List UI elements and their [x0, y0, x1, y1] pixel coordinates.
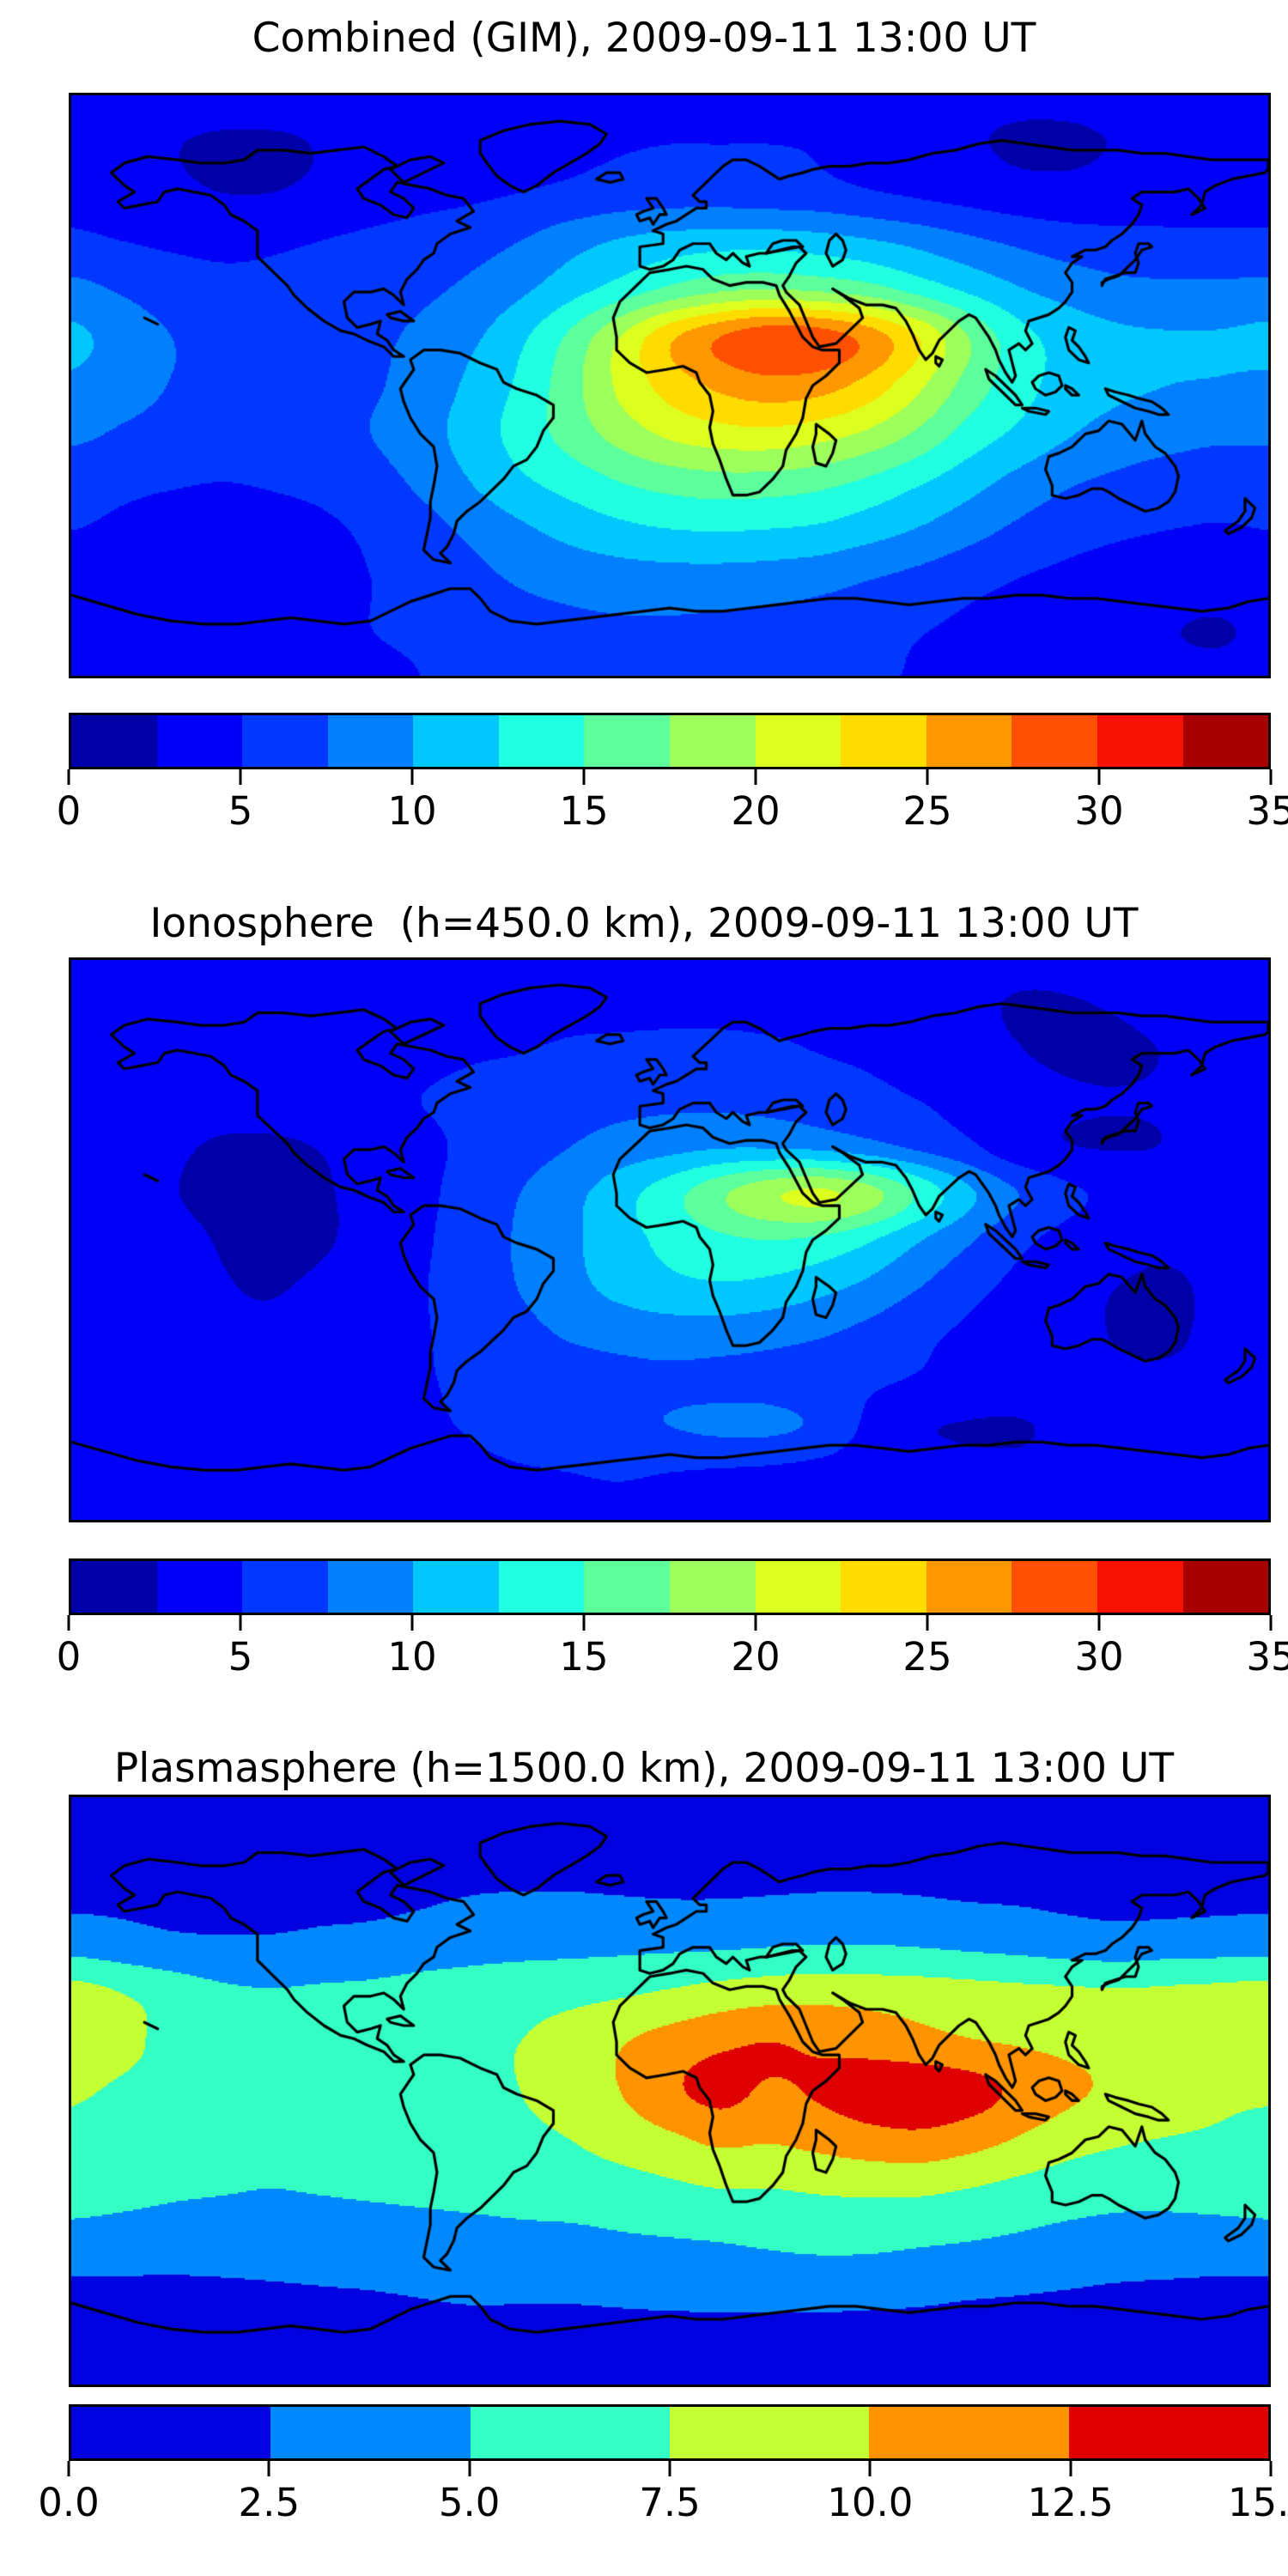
colorbar-tick-label: 20: [731, 788, 781, 834]
colorbar-tick-label: 30: [1074, 788, 1124, 834]
colorbar-segment: [584, 715, 671, 767]
colorbar-axis-ionosphere: 0 5 10 15 20 25 30 35: [57, 1615, 1288, 1692]
colorbar-segment: [498, 715, 585, 767]
colorbar-tick-label: 15.0: [1227, 2480, 1288, 2525]
panel-title-plasmasphere: Plasmasphere (h=1500.0 km), 2009-09-11 1…: [113, 1745, 1175, 1792]
panel-title-ionosphere: Ionosphere (h=450.0 km), 2009-09-11 13:0…: [149, 900, 1139, 947]
colorbar-tick-label: 25: [902, 788, 952, 834]
colorbar-combined: [69, 713, 1271, 769]
colorbar-segment: [755, 1561, 841, 1613]
colorbar-tick: [67, 2461, 70, 2476]
colorbar-segment: [670, 715, 756, 767]
colorbar-segment: [670, 1561, 756, 1613]
colorbar-segment: [156, 1561, 243, 1613]
colorbar-segment: [71, 2407, 271, 2458]
colorbar-tick: [239, 769, 242, 785]
colorbar-segment: [327, 1561, 414, 1613]
colorbar-segment: [71, 1561, 157, 1613]
colorbar-tick-label: 30: [1074, 1634, 1124, 1680]
colorbar-segment: [1068, 2407, 1268, 2458]
map-ionosphere: [69, 957, 1271, 1522]
map-canvas-plasmasphere: [71, 1797, 1268, 2385]
colorbar-tick-label: 0.0: [38, 2480, 100, 2525]
colorbar-plasmasphere: [69, 2404, 1271, 2461]
colorbar-segment: [841, 1561, 927, 1613]
panel-title-combined: Combined (GIM), 2009-09-11 13:00 UT: [252, 15, 1036, 62]
colorbar-segment: [755, 715, 841, 767]
colorbar-segment: [413, 1561, 499, 1613]
colorbar-tick-label: 35: [1246, 1634, 1288, 1680]
colorbar-tick-label: 5.0: [438, 2480, 501, 2525]
colorbar-tick: [1097, 769, 1101, 785]
colorbar-tick-label: 2.5: [238, 2480, 301, 2525]
colorbar-tick-label: 15: [559, 1634, 609, 1680]
colorbar-tick: [1069, 2461, 1072, 2476]
colorbar-ionosphere: [69, 1558, 1271, 1615]
colorbar-axis-combined: 0 5 10 15 20 25 30 35: [57, 769, 1288, 847]
colorbar-segment: [669, 2407, 870, 2458]
colorbar-segment: [1012, 715, 1097, 767]
colorbar-tick-label: 5: [228, 788, 253, 834]
colorbar-tick: [582, 1615, 586, 1631]
colorbar-tick: [1269, 2461, 1273, 2476]
map-plasmasphere: [69, 1795, 1271, 2387]
colorbar-tick-label: 10: [387, 1634, 437, 1680]
colorbar-tick-label: 35: [1246, 788, 1288, 834]
colorbar-segment: [242, 715, 328, 767]
colorbar-tick: [754, 769, 757, 785]
colorbar-tick-label: 25: [902, 1634, 952, 1680]
colorbar-segment: [470, 2407, 670, 2458]
colorbar-segment: [413, 715, 499, 767]
colorbar-tick: [926, 1615, 929, 1631]
map-canvas-combined: [71, 95, 1268, 676]
colorbar-tick: [239, 1615, 242, 1631]
colorbar-segment: [584, 1561, 671, 1613]
colorbar-segment: [498, 1561, 585, 1613]
colorbar-segment: [156, 715, 243, 767]
colorbar-segment: [1097, 715, 1183, 767]
colorbar-tick: [267, 2461, 270, 2476]
colorbar-segment: [869, 2407, 1069, 2458]
colorbar-axis-plasmasphere: 0.0 2.5 5.0 7.5 10.0 12.5 15.0: [38, 2461, 1288, 2538]
colorbar-tick: [754, 1615, 757, 1631]
colorbar-tick-label: 10: [387, 788, 437, 834]
colorbar-tick-label: 0: [56, 1634, 82, 1680]
colorbar-tick: [67, 1615, 70, 1631]
colorbar-segment: [1097, 1561, 1183, 1613]
colorbar-tick-label: 7.5: [639, 2480, 701, 2525]
colorbar-tick: [1269, 1615, 1273, 1631]
colorbar-segment: [71, 715, 157, 767]
colorbar-tick-label: 20: [731, 1634, 781, 1680]
colorbar-tick: [668, 2461, 671, 2476]
colorbar-segment: [1012, 1561, 1097, 1613]
colorbar-tick: [67, 769, 70, 785]
map-canvas-ionosphere: [71, 960, 1268, 1520]
colorbar-segment: [1182, 1561, 1269, 1613]
colorbar-segment: [327, 715, 414, 767]
colorbar-tick: [1097, 1615, 1101, 1631]
colorbar-tick: [410, 769, 414, 785]
colorbar-tick-label: 12.5: [1027, 2480, 1114, 2525]
colorbar-tick: [468, 2461, 471, 2476]
colorbar-tick: [582, 769, 586, 785]
colorbar-segment: [926, 1561, 1012, 1613]
colorbar-segment: [926, 715, 1012, 767]
colorbar-tick: [410, 1615, 414, 1631]
map-combined: [69, 93, 1271, 678]
colorbar-segment: [841, 715, 927, 767]
colorbar-tick-label: 10.0: [827, 2480, 914, 2525]
colorbar-tick: [926, 769, 929, 785]
colorbar-segment: [1182, 715, 1269, 767]
colorbar-tick: [868, 2461, 872, 2476]
colorbar-tick-label: 15: [559, 788, 609, 834]
colorbar-segment: [242, 1561, 328, 1613]
colorbar-segment: [270, 2407, 471, 2458]
colorbar-tick-label: 0: [56, 788, 82, 834]
colorbar-tick: [1269, 769, 1273, 785]
colorbar-tick-label: 5: [228, 1634, 253, 1680]
